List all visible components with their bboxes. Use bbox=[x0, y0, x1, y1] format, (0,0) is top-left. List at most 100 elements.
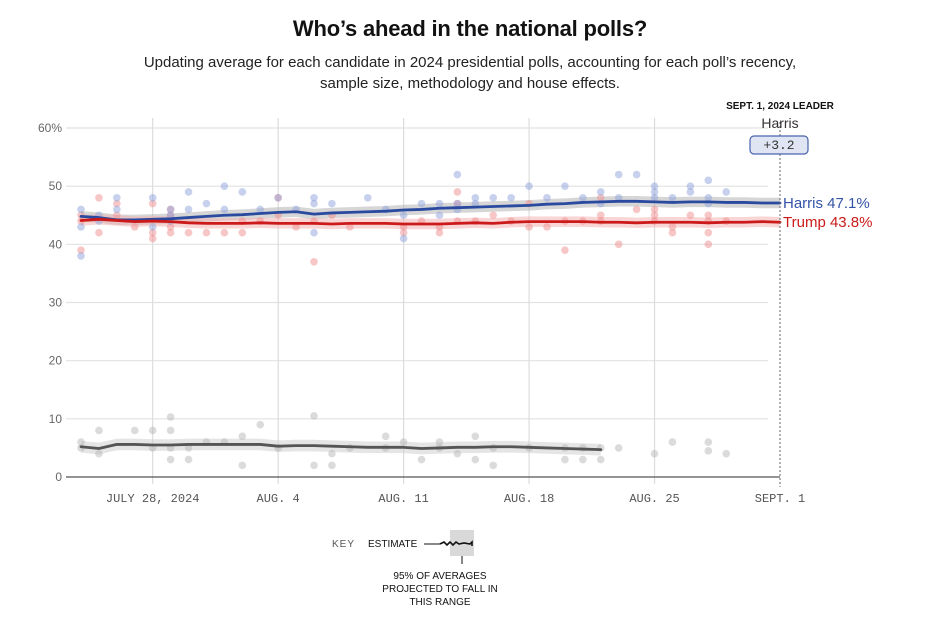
x-tick-label: JULY 28, 2024 bbox=[106, 492, 200, 506]
leader-heading: SEPT. 1, 2024 LEADER bbox=[726, 101, 835, 112]
other-poll-point bbox=[417, 455, 426, 464]
other-poll-point bbox=[95, 426, 103, 435]
other-poll-point bbox=[704, 447, 713, 455]
harris-poll-point bbox=[417, 199, 426, 208]
trump-poll-point bbox=[399, 228, 408, 237]
chart-title: Who’s ahead in the national polls? bbox=[292, 16, 648, 41]
harris-poll-point bbox=[453, 199, 462, 208]
trump-poll-point bbox=[113, 211, 121, 220]
trump-poll-point bbox=[184, 228, 193, 237]
harris-poll-point bbox=[650, 194, 659, 202]
other-poll-point bbox=[184, 455, 193, 464]
trump-poll-point bbox=[166, 223, 175, 231]
y-tick-label: 40 bbox=[49, 237, 63, 251]
y-tick-label: 30 bbox=[49, 296, 63, 310]
harris-poll-point bbox=[614, 170, 623, 179]
harris-poll-point bbox=[166, 205, 175, 214]
other-poll-point bbox=[238, 432, 247, 441]
other-poll-point bbox=[704, 438, 713, 446]
other-poll-point bbox=[668, 438, 677, 446]
trump-poll-point bbox=[489, 211, 498, 220]
other-poll-point bbox=[238, 461, 247, 470]
trump-poll-point bbox=[614, 240, 623, 249]
harris-poll-point bbox=[650, 188, 659, 196]
leader-name: Harris bbox=[761, 115, 798, 131]
harris-poll-point bbox=[704, 194, 713, 202]
other-poll-point bbox=[256, 420, 265, 429]
other-average-line bbox=[79, 443, 603, 452]
trump-poll-point bbox=[543, 223, 551, 231]
trump-poll-point bbox=[113, 199, 121, 208]
harris-poll-point bbox=[543, 194, 551, 202]
y-tick-label: 20 bbox=[49, 354, 63, 368]
other-poll-point bbox=[166, 426, 175, 435]
other-poll-point bbox=[596, 455, 605, 464]
average-lines bbox=[79, 199, 782, 452]
other-poll-point bbox=[489, 461, 498, 470]
y-tick-label: 50 bbox=[49, 179, 63, 193]
harris-poll-point bbox=[148, 223, 157, 231]
trump-confidence-band bbox=[81, 214, 780, 230]
trump-poll-point bbox=[704, 228, 713, 237]
trump-poll-point bbox=[686, 211, 695, 220]
trump-poll-point bbox=[77, 246, 85, 254]
trump-poll-point bbox=[148, 199, 157, 208]
other-poll-point bbox=[166, 413, 175, 421]
harris-poll-point bbox=[310, 194, 318, 202]
key-note-line: THIS RANGE bbox=[409, 597, 471, 608]
other-poll-point bbox=[381, 432, 390, 441]
harris-poll-point bbox=[328, 199, 336, 208]
trump-poll-point bbox=[310, 257, 318, 266]
harris-poll-point bbox=[238, 188, 247, 196]
trump-poll-point bbox=[220, 228, 229, 237]
other-poll-point bbox=[328, 449, 336, 458]
harris-poll-point bbox=[579, 194, 587, 202]
harris-poll-point bbox=[220, 182, 229, 190]
trump-average-line bbox=[79, 217, 782, 226]
other-poll-point bbox=[95, 449, 103, 458]
harris-poll-point bbox=[77, 205, 85, 214]
other-poll-point bbox=[614, 444, 623, 452]
other-poll-point bbox=[579, 455, 587, 464]
harris-poll-point bbox=[184, 188, 193, 196]
leader-margin: +3.2 bbox=[763, 138, 794, 153]
harris-poll-point bbox=[274, 194, 282, 202]
trump-poll-point bbox=[130, 223, 139, 231]
trump-poll-point bbox=[453, 188, 462, 196]
y-tick-label: 10 bbox=[49, 412, 63, 426]
other-poll-point bbox=[561, 455, 569, 464]
key-estimate-label: ESTIMATE bbox=[368, 539, 418, 550]
x-tick-label: AUG. 25 bbox=[629, 492, 679, 506]
harris-poll-point bbox=[435, 199, 444, 208]
key-label: KEY bbox=[332, 539, 356, 550]
harris-end-label: Harris 47.1% bbox=[783, 195, 870, 212]
y-tick-label: 0 bbox=[55, 470, 62, 484]
harris-poll-point bbox=[632, 170, 641, 179]
trump-poll-point bbox=[435, 228, 444, 237]
harris-poll-point bbox=[166, 211, 175, 220]
other-poll-point bbox=[471, 432, 480, 441]
harris-poll-point bbox=[113, 205, 121, 214]
confidence-bands bbox=[81, 196, 780, 456]
other-poll-point bbox=[399, 438, 408, 446]
harris-poll-point bbox=[220, 205, 229, 214]
trump-poll-point bbox=[668, 228, 677, 237]
harris-poll-point bbox=[184, 205, 193, 214]
other-poll-point bbox=[310, 412, 318, 420]
trump-poll-point bbox=[596, 194, 605, 202]
y-tick-label: 60% bbox=[38, 121, 62, 135]
trump-poll-point bbox=[95, 194, 103, 202]
harris-poll-point bbox=[399, 211, 408, 220]
other-poll-point bbox=[471, 455, 480, 464]
harris-poll-point bbox=[596, 188, 605, 196]
trump-poll-point bbox=[238, 228, 247, 237]
trump-poll-point bbox=[525, 223, 533, 231]
harris-poll-point bbox=[650, 182, 659, 190]
trump-poll-point bbox=[704, 240, 713, 249]
harris-poll-point bbox=[614, 194, 623, 202]
other-poll-point bbox=[310, 461, 318, 470]
trump-poll-point bbox=[650, 211, 659, 220]
trump-poll-point bbox=[346, 223, 354, 231]
key-estimate-line bbox=[439, 540, 473, 547]
y-axis-ticks: 0 10 20 30 40 50 60% bbox=[38, 121, 62, 484]
